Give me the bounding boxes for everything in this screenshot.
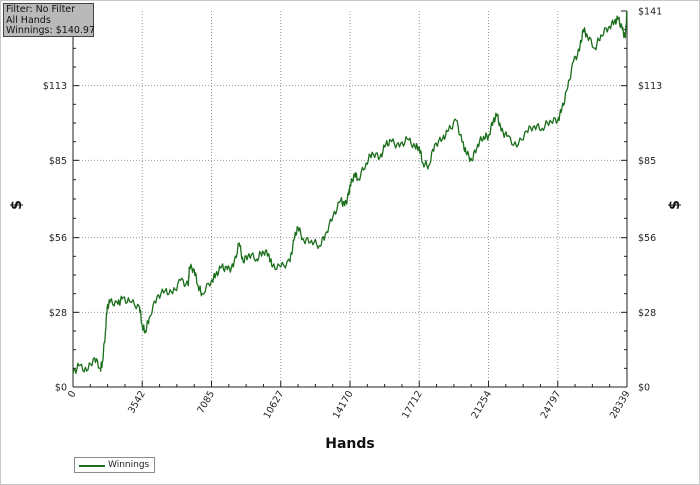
series-layer [72,10,628,374]
x-tick-label: 21254 [469,389,494,421]
y-tick-label-left: $28 [49,308,67,319]
x-tick-label: 3542 [126,389,148,415]
filter-info-box: Filter: No Filter All Hands Winnings: $1… [3,3,96,37]
y-axis-title-left: $ [9,200,25,210]
filter-text: Filter: No Filter [6,4,76,15]
x-tick-label: 0 [66,389,79,400]
legend-swatch [79,465,105,467]
y-tick-label-left: $0 [55,383,67,394]
x-tick-label: 14170 [331,389,356,421]
y-tick-label-right: $141 [638,7,662,18]
x-tick-label: 24797 [539,389,564,421]
legend-label: Winnings [108,460,150,470]
y-tick-label-left: $85 [49,156,67,167]
hands-scope-text: All Hands [6,14,51,26]
grid-lines [73,11,627,387]
y-tick-label-right: $85 [638,156,656,167]
series-line-winnings [72,10,628,374]
y-tick-label-right: $113 [638,81,662,92]
y-tick-label-right: $0 [638,383,650,394]
y-axis-title-right: $ [667,200,683,210]
winnings-total-text: Winnings: $140.97 [6,25,96,36]
x-tick-label: 28339 [608,389,633,421]
legend: Winnings [74,457,155,473]
y-tick-label-right: $28 [638,308,656,319]
y-tick-label-right: $56 [638,233,656,244]
y-tick-label-left: $56 [49,233,67,244]
x-tick-label: 7085 [195,389,217,415]
axes: $0$0$28$28$56$56$85$85$113$113$141$14103… [43,7,662,421]
x-axis-title: Hands [325,436,375,452]
x-tick-label: 10627 [262,389,287,421]
y-tick-label-left: $113 [43,81,67,92]
x-tick-label: 17712 [400,389,425,421]
